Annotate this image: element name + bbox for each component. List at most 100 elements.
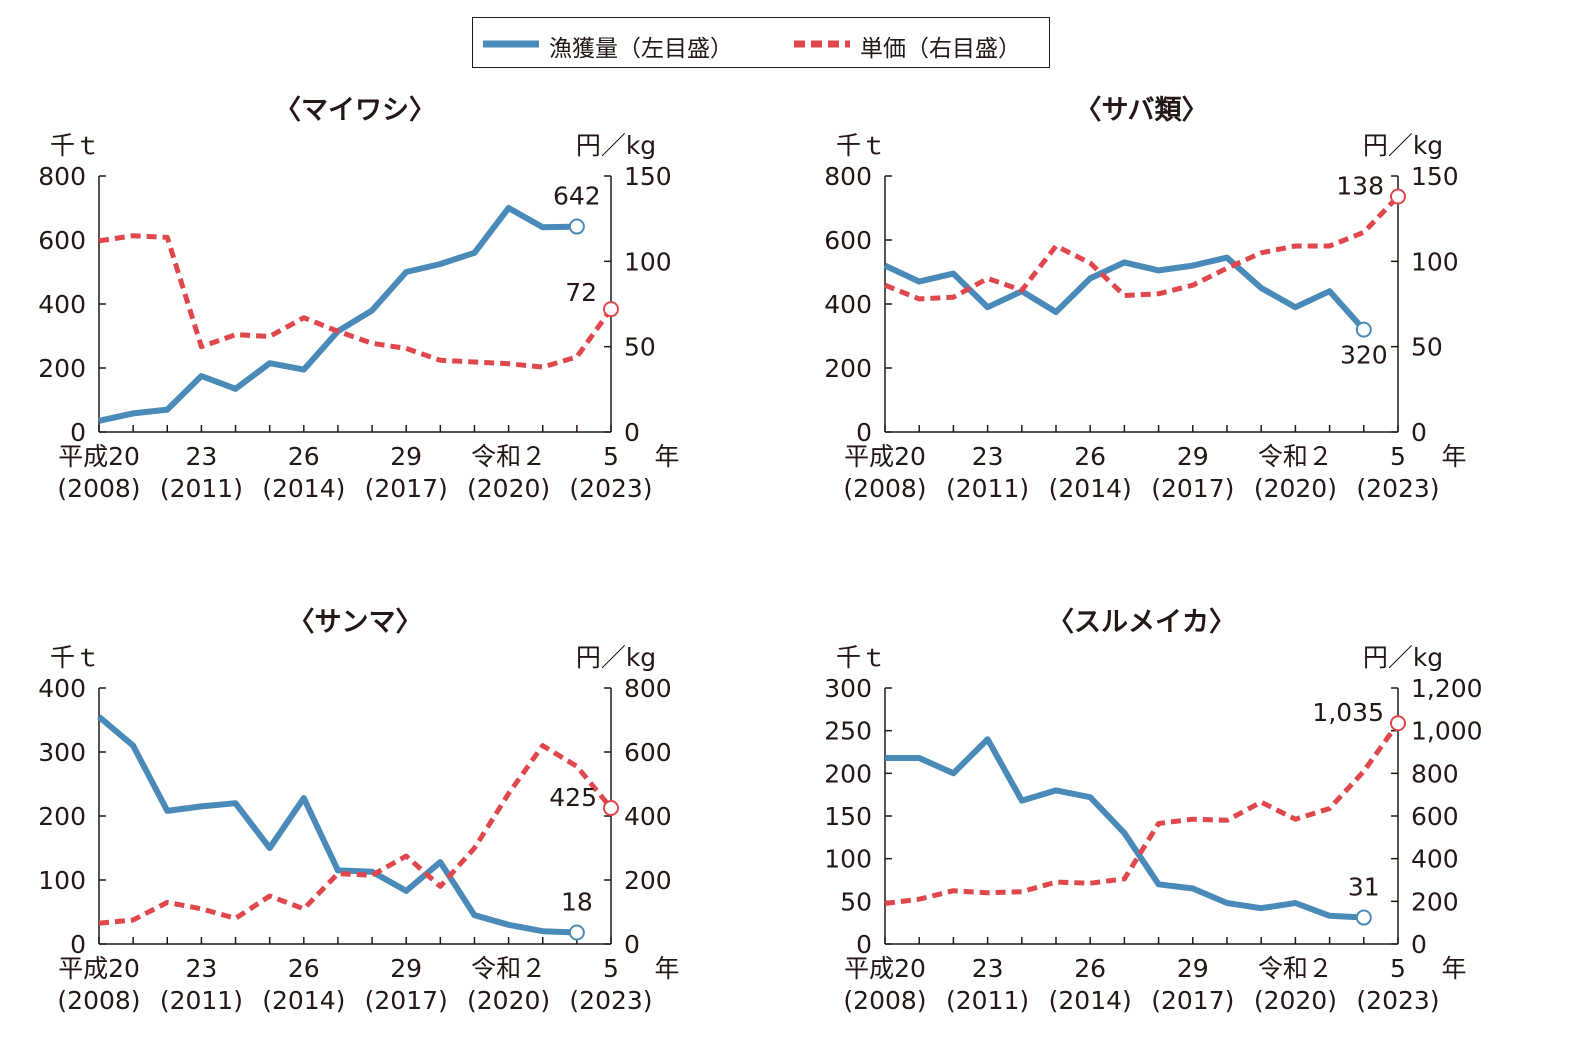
right-tick-label: 0	[624, 930, 640, 959]
catch-end-marker	[568, 924, 585, 941]
price-series-line	[98, 743, 613, 926]
left-tick-label: 0	[856, 930, 872, 959]
catch-series-line	[885, 736, 1364, 921]
x-tick-year-label: (2020)	[467, 986, 550, 1015]
x-tick-year-label: (2014)	[1049, 986, 1132, 1015]
catch-end-marker	[1355, 321, 1372, 338]
x-tick-year-label: (2020)	[467, 474, 550, 503]
right-axis-unit: 円／kg	[1363, 131, 1443, 160]
x-tick-year-label: (2023)	[1356, 986, 1439, 1015]
left-tick-label: 300	[824, 674, 872, 703]
x-tick-year-label: (2017)	[1151, 474, 1234, 503]
chart-panel-4: 〈スルメイカ〉千ｔ 円／kg 0 50 100 150 200 250 300 0 200 400 60…	[824, 607, 1482, 1015]
left-tick-label: 800	[38, 162, 86, 191]
x-tick-year-label: (2014)	[262, 474, 345, 503]
price-end-label: 425	[549, 783, 597, 812]
x-tick-era-label: 令和２	[471, 442, 546, 471]
right-tick-label: 50	[624, 333, 656, 362]
left-tick-label: 0	[70, 930, 86, 959]
right-tick-label: 50	[1411, 333, 1443, 362]
x-axis-unit: 年	[1441, 954, 1466, 983]
x-tick-year-label: (2011)	[160, 474, 243, 503]
x-tick-year-label: (2020)	[1254, 474, 1337, 503]
right-tick-label: 800	[624, 674, 672, 703]
x-tick-year-label: (2008)	[57, 986, 140, 1015]
price-end-marker	[1390, 188, 1406, 205]
x-tick-era-label: 5	[1390, 442, 1406, 471]
x-tick-era-label: 29	[1177, 442, 1209, 471]
x-tick-era-label: 23	[185, 954, 217, 983]
x-axis-unit: 年	[1441, 442, 1466, 471]
right-tick-label: 600	[1411, 802, 1459, 831]
right-tick-label: 400	[624, 802, 672, 831]
x-tick-era-label: 5	[603, 954, 619, 983]
right-tick-label: 1,000	[1411, 717, 1483, 746]
x-axis-unit: 年	[654, 954, 679, 983]
x-tick-era-label: 23	[972, 442, 1004, 471]
right-axis-unit: 円／kg	[576, 643, 656, 672]
left-tick-label: 200	[824, 354, 872, 383]
right-tick-label: 0	[624, 418, 640, 447]
price-series-line	[98, 233, 614, 370]
catch-end-label: 320	[1340, 341, 1388, 370]
catch-end-label: 18	[561, 887, 593, 916]
right-tick-label: 600	[624, 738, 672, 767]
chart-title: 〈サンマ〉	[288, 607, 423, 638]
left-axis-unit: 千ｔ	[836, 643, 886, 672]
x-tick-era-label: 5	[603, 442, 619, 471]
left-tick-label: 0	[856, 418, 872, 447]
chart-panel-2: 〈サバ類〉千ｔ 円／kg 0 200 400 600 800 0 50 100 150 平成20 (20…	[824, 95, 1466, 503]
x-tick-era-label: 26	[288, 442, 320, 471]
x-tick-year-label: (2014)	[262, 986, 345, 1015]
x-tick-year-label: (2020)	[1254, 986, 1337, 1015]
chart-title: 〈スルメイカ〉	[1047, 607, 1236, 638]
left-tick-label: 200	[38, 802, 86, 831]
catch-end-marker	[568, 218, 585, 235]
left-tick-label: 100	[824, 845, 872, 874]
x-tick-era-label: 平成20	[58, 442, 140, 471]
x-tick-era-label: 26	[1074, 954, 1106, 983]
left-tick-label: 600	[38, 226, 86, 255]
left-tick-label: 800	[824, 162, 872, 191]
right-tick-label: 0	[1411, 418, 1427, 447]
right-tick-label: 150	[624, 162, 672, 191]
right-tick-label: 150	[1411, 162, 1459, 191]
x-tick-year-label: (2011)	[160, 986, 243, 1015]
legend-swatches	[483, 40, 850, 48]
x-tick-year-label: (2023)	[569, 474, 652, 503]
chart-title: 〈マイワシ〉	[274, 95, 436, 126]
x-tick-era-label: 23	[185, 442, 217, 471]
x-tick-year-label: (2017)	[365, 986, 448, 1015]
x-tick-year-label: (2008)	[57, 474, 140, 503]
x-tick-era-label: 平成20	[844, 954, 926, 983]
left-tick-label: 200	[38, 354, 86, 383]
right-tick-label: 800	[1411, 759, 1459, 788]
price-end-marker	[603, 800, 619, 816]
left-tick-label: 400	[38, 674, 86, 703]
x-tick-year-label: (2008)	[843, 474, 926, 503]
x-tick-year-label: (2017)	[1151, 986, 1234, 1015]
left-tick-label: 200	[824, 759, 872, 788]
x-tick-era-label: 29	[390, 954, 422, 983]
price-end-marker	[1390, 715, 1406, 732]
x-tick-year-label: (2008)	[843, 986, 926, 1015]
legend-price-label: 単価（右目盛）	[860, 36, 1021, 62]
left-axis-unit: 千ｔ	[836, 131, 886, 160]
x-tick-era-label: 平成20	[844, 442, 926, 471]
catch-series-line	[97, 714, 578, 936]
x-tick-era-label: 29	[390, 442, 422, 471]
left-tick-label: 100	[38, 866, 86, 895]
right-tick-label: 200	[624, 866, 672, 895]
x-tick-era-label: 29	[1177, 954, 1209, 983]
x-tick-era-label: 26	[1074, 442, 1106, 471]
catch-end-label: 642	[553, 182, 601, 211]
left-tick-label: 250	[824, 717, 872, 746]
x-tick-era-label: 令和２	[1258, 954, 1333, 983]
left-tick-label: 600	[824, 226, 872, 255]
right-tick-label: 200	[1411, 887, 1459, 916]
price-series-line	[884, 721, 1401, 906]
x-tick-era-label: 令和２	[1258, 442, 1333, 471]
right-axis-unit: 円／kg	[1363, 643, 1443, 672]
left-tick-label: 150	[824, 802, 872, 831]
price-end-label: 1,035	[1312, 698, 1384, 727]
